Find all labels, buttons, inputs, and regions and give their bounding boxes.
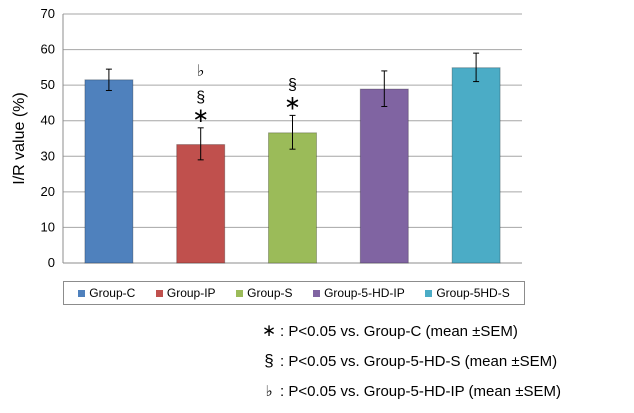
- legend-label: Group-S: [247, 286, 293, 300]
- y-tick-label: 30: [41, 148, 55, 163]
- flat-mark: ♭: [197, 63, 205, 80]
- legend-item-group-ip: Group-IP: [155, 286, 216, 300]
- legend-label: Group-5-HD-IP: [324, 286, 405, 300]
- y-tick-label: 70: [41, 6, 55, 21]
- legend-label: Group-IP: [166, 286, 216, 300]
- legend-item-group-5hd-s: Group-5HD-S: [425, 286, 510, 300]
- asterisk-mark: ∗: [284, 92, 301, 114]
- bar: [268, 132, 317, 264]
- y-tick-label: 0: [48, 255, 55, 270]
- legend-item-group-c: Group-C: [78, 286, 135, 300]
- bar: [359, 88, 409, 264]
- y-axis-label: I/R value (%): [11, 92, 28, 184]
- note-section: § : P<0.05 vs. Group-5-HD-S (mean ±SEM): [258, 346, 630, 376]
- bar: [451, 67, 501, 264]
- section-mark: §: [196, 89, 205, 106]
- legend-swatch: [236, 289, 244, 297]
- significance-notes: ∗ : P<0.05 vs. Group-C (mean ±SEM) § : P…: [258, 316, 630, 406]
- asterisk-mark: ∗: [192, 105, 209, 127]
- bar: [176, 144, 226, 264]
- legend-item-group-s: Group-S: [236, 286, 293, 300]
- chart-legend: Group-C Group-IP Group-S Group-5-HD-IP G…: [63, 281, 525, 305]
- y-tick-label: 50: [41, 77, 55, 92]
- section-mark: §: [288, 76, 297, 93]
- section-symbol: §: [264, 351, 274, 370]
- y-tick-label: 40: [41, 113, 55, 128]
- flat-symbol: ♭: [265, 382, 273, 400]
- y-tick-label: 10: [41, 219, 55, 234]
- note-text: : P<0.05 vs. Group-C (mean ±SEM): [280, 322, 518, 340]
- legend-swatch: [313, 289, 321, 297]
- note-flat: ♭ : P<0.05 vs. Group-5-HD-IP (mean ±SEM): [258, 376, 630, 406]
- y-tick-label: 60: [41, 42, 55, 57]
- bar: [84, 79, 134, 264]
- legend-swatch: [425, 289, 433, 297]
- y-tick-label: 20: [41, 184, 55, 199]
- legend-swatch: [155, 289, 163, 297]
- note-text: : P<0.05 vs. Group-5-HD-IP (mean ±SEM): [280, 382, 561, 400]
- asterisk-symbol: ∗: [261, 321, 277, 340]
- legend-item-group-5-hd-ip: Group-5-HD-IP: [313, 286, 405, 300]
- note-text: : P<0.05 vs. Group-5-HD-S (mean ±SEM): [280, 352, 558, 370]
- note-asterisk: ∗ : P<0.05 vs. Group-C (mean ±SEM): [258, 316, 630, 346]
- legend-label: Group-5HD-S: [436, 286, 510, 300]
- legend-swatch: [78, 289, 86, 297]
- legend-label: Group-C: [89, 286, 136, 300]
